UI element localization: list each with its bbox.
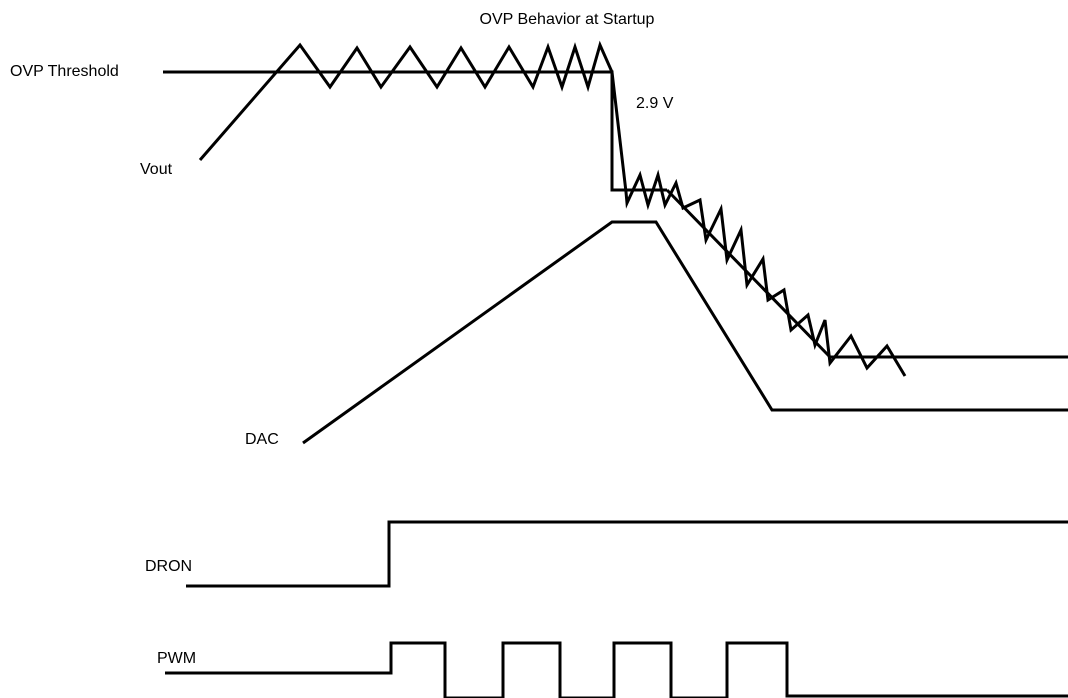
dac-waveform bbox=[302, 220, 1068, 445]
vout-waveform bbox=[198, 40, 907, 377]
dron-waveform bbox=[186, 520, 1068, 588]
vout-label: Vout bbox=[140, 161, 173, 178]
dron-label: DRON bbox=[145, 558, 192, 575]
pwm-waveform bbox=[165, 641, 1068, 698]
ovp-threshold-label: OVP Threshold bbox=[10, 63, 119, 80]
diagram-title: OVP Behavior at Startup bbox=[480, 11, 655, 28]
pwm-label: PWM bbox=[157, 650, 196, 667]
dac-label: DAC bbox=[245, 431, 279, 448]
ovp-level-label: 2.9 V bbox=[636, 95, 674, 112]
vout-average-ramp bbox=[665, 188, 832, 359]
ovp-threshold-line bbox=[163, 70, 667, 192]
